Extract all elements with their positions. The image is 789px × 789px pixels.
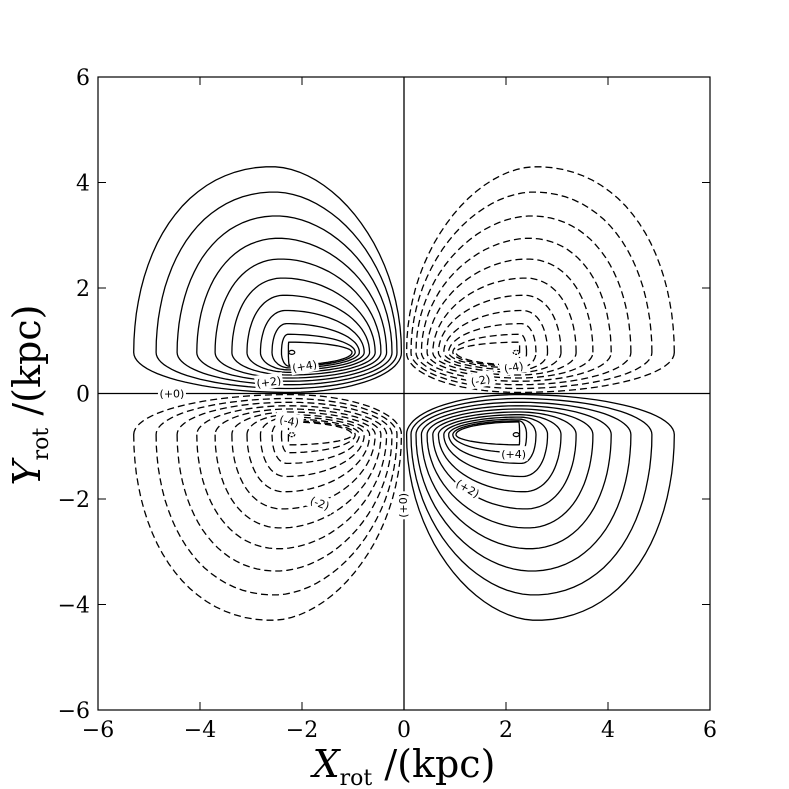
contour-upper-left-3 <box>196 237 388 382</box>
x-tick-label: 4 <box>601 718 615 743</box>
axis-ticks <box>97 76 711 711</box>
contour-upper-left-6 <box>246 294 371 373</box>
zero-axes <box>98 77 710 710</box>
y-tick-label: −4 <box>58 594 90 619</box>
contour-label-bg <box>465 369 496 391</box>
x-tick-label: 2 <box>499 718 513 743</box>
contour-lower-right-10 <box>455 421 521 446</box>
y-tick-label: 6 <box>76 66 90 91</box>
contour-lower-left-4 <box>214 408 382 529</box>
contour-upper-right-7 <box>443 309 549 371</box>
contour-lower-left-0 <box>133 393 403 621</box>
contour-label: (+4) <box>501 448 526 461</box>
contour-label: (+0) <box>160 388 185 401</box>
x-tick-label: −2 <box>286 718 318 743</box>
contour-label: (+0) <box>397 493 410 518</box>
contour-lower-right-0 <box>405 393 675 621</box>
contour-peak-lower-left <box>288 432 296 438</box>
contour-label-bg <box>274 410 305 431</box>
contour-label-bg <box>499 446 528 462</box>
x-axis-unit: /(kpc) <box>372 742 495 786</box>
contour-label-bg <box>452 474 484 502</box>
contour-upper-left-1 <box>155 191 398 390</box>
x-tick-label: −6 <box>82 718 114 743</box>
x-tick-label: 0 <box>397 718 411 743</box>
contour-lower-right-2 <box>415 401 632 572</box>
y-axis-label: Yrot /(kpc) <box>5 305 54 486</box>
contour-peak-upper-left <box>288 349 296 355</box>
contour-lower-right-7 <box>443 416 549 478</box>
contour-lower-right-3 <box>420 405 612 550</box>
contour-upper-right-0 <box>405 166 675 394</box>
contour-lower-left-5 <box>231 411 376 510</box>
contour-lower-left-1 <box>155 397 398 596</box>
contour-label: (+4) <box>291 358 318 375</box>
contour-upper-left-8 <box>271 322 360 369</box>
contour-label-bg <box>394 491 410 520</box>
x-axis-label: Xrot /(kpc) <box>310 742 496 789</box>
contour-upper-left-9 <box>280 333 356 367</box>
contour-upper-right-5 <box>432 277 577 376</box>
contour-upper-right-6 <box>437 294 562 373</box>
contour-lower-right-5 <box>432 411 577 510</box>
x-axis-symbol: X <box>310 742 342 786</box>
contour-label: (-4) <box>503 360 525 376</box>
contour-lower-right-1 <box>410 397 653 596</box>
contour-label-bg <box>289 355 320 376</box>
y-tick-label: 4 <box>76 172 90 197</box>
y-tick-label: −6 <box>58 699 90 724</box>
contour-upper-left-0 <box>133 166 403 394</box>
contour-label: (-2) <box>308 494 331 513</box>
contour-label: (-4) <box>278 413 300 429</box>
contour-lower-left-6 <box>246 414 371 493</box>
x-axis-subscript: rot <box>340 766 373 789</box>
contour-label: (-2) <box>470 372 492 389</box>
contour-label: (+2) <box>256 374 282 390</box>
y-tick-label: 2 <box>76 277 90 302</box>
contour-upper-right-1 <box>410 191 653 390</box>
contour-lower-left-2 <box>176 401 393 572</box>
x-tick-label: 6 <box>703 718 717 743</box>
tick-labels: −6 −4 −2 0 2 4 6 −6 −4 −2 0 2 4 6 <box>58 66 717 743</box>
contour-label-bg <box>157 385 186 401</box>
contour-upper-left-7 <box>259 309 365 371</box>
contour-lower-right-6 <box>437 414 562 493</box>
y-axis-subscript: rot <box>29 428 54 461</box>
contour-upper-left-5 <box>231 277 376 376</box>
contour-label-bg <box>304 490 336 515</box>
x-tick-label: −4 <box>184 718 216 743</box>
contour-lower-left-7 <box>259 416 365 478</box>
contour-label-bg <box>253 372 284 391</box>
contour-upper-right-4 <box>426 258 594 379</box>
contour-lower-right-8 <box>448 418 537 465</box>
contour-lower-right-4 <box>426 408 594 529</box>
contour-upper-right-2 <box>415 215 632 386</box>
y-tick-label: −2 <box>58 488 90 513</box>
contour-label-bg <box>498 356 529 377</box>
contour-upper-left-2 <box>176 215 393 386</box>
y-axis-unit: /(kpc) <box>5 305 49 428</box>
y-axis-symbol: Y <box>5 456 49 485</box>
contour-upper-left-10 <box>287 341 353 366</box>
contour-peak-lower-right <box>512 432 520 438</box>
contour-upper-left-4 <box>214 258 382 379</box>
y-tick-label: 0 <box>76 383 90 408</box>
contour-peak-upper-right <box>512 349 520 355</box>
